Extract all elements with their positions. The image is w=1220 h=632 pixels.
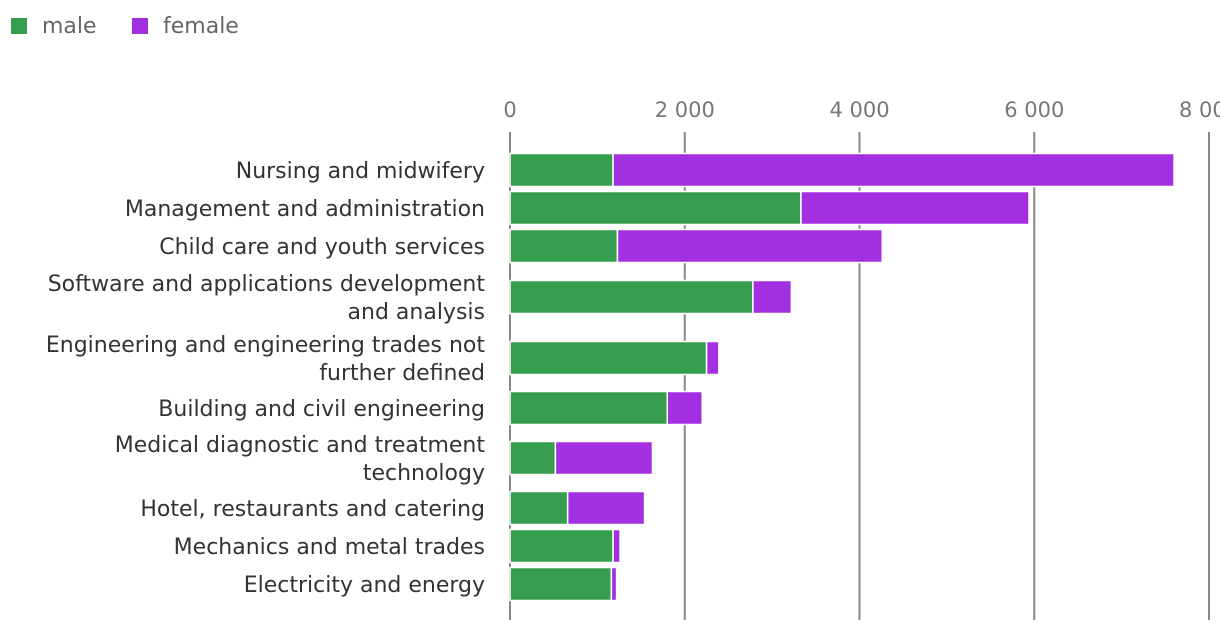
bar-female[interactable] bbox=[705, 340, 720, 376]
category-label-line: Child care and youth services bbox=[159, 235, 485, 260]
category-label: Engineering and engineering trades not fu… bbox=[46, 333, 486, 386]
category-label: Child care and youth services bbox=[159, 235, 485, 260]
bar-female[interactable] bbox=[612, 528, 621, 564]
bar-male[interactable] bbox=[509, 152, 614, 188]
category-label: Building and civil engineering bbox=[158, 397, 485, 422]
category-label-line: Mechanics and metal trades bbox=[174, 535, 485, 560]
bar-female[interactable] bbox=[752, 279, 793, 315]
bar-male[interactable] bbox=[509, 279, 754, 315]
category-label-line: Electricity and energy bbox=[244, 573, 485, 598]
category-label: Mechanics and metal trades bbox=[174, 535, 485, 560]
bar-male[interactable] bbox=[509, 440, 557, 476]
category-label-line: Hotel, restaurants and catering bbox=[140, 497, 485, 522]
x-tick-label: 6 000 bbox=[1004, 98, 1064, 122]
category-label: Hotel, restaurants and catering bbox=[140, 497, 485, 522]
legend-swatch-female bbox=[132, 18, 148, 34]
category-label: Software and applications development and… bbox=[48, 272, 486, 325]
category-labels: Nursing and midwifery Management and admi… bbox=[46, 159, 486, 598]
bar-male[interactable] bbox=[509, 490, 569, 526]
category-label-line: Nursing and midwifery bbox=[236, 159, 485, 184]
bar-male[interactable] bbox=[509, 340, 708, 376]
bar-female[interactable] bbox=[800, 190, 1030, 226]
bars bbox=[509, 152, 1175, 602]
bar-male[interactable] bbox=[509, 566, 613, 602]
x-tick-label: 4 000 bbox=[829, 98, 889, 122]
x-tick-label: 8 000 bbox=[1179, 98, 1220, 122]
category-label: Management and administration bbox=[125, 197, 485, 222]
legend: male female bbox=[11, 14, 239, 39]
legend-label-male: male bbox=[42, 14, 97, 39]
bar-female[interactable] bbox=[554, 440, 654, 476]
legend-label-female: female bbox=[163, 14, 239, 39]
legend-item-female[interactable]: female bbox=[132, 14, 239, 39]
category-label: Electricity and energy bbox=[244, 573, 485, 598]
bar-female[interactable] bbox=[616, 228, 883, 264]
bar-male[interactable] bbox=[509, 190, 802, 226]
x-axis-ticks: 0 2 000 4 000 6 000 8 000 bbox=[503, 98, 1220, 122]
legend-swatch-male bbox=[11, 18, 27, 34]
bar-male[interactable] bbox=[509, 390, 669, 426]
category-label-line: and analysis bbox=[348, 300, 485, 325]
category-label-line: Building and civil engineering bbox=[158, 397, 485, 422]
category-label-line: Software and applications development bbox=[48, 272, 486, 297]
bar-female[interactable] bbox=[610, 566, 618, 602]
bar-male[interactable] bbox=[509, 528, 614, 564]
category-label-line: Management and administration bbox=[125, 197, 485, 222]
bar-female[interactable] bbox=[666, 390, 703, 426]
category-label: Medical diagnostic and treatment technolo… bbox=[115, 433, 486, 486]
category-label-line: further defined bbox=[319, 361, 485, 386]
category-label: Nursing and midwifery bbox=[236, 159, 485, 184]
legend-item-male[interactable]: male bbox=[11, 14, 97, 39]
category-label-line: technology bbox=[363, 461, 485, 486]
bar-female[interactable] bbox=[566, 490, 646, 526]
x-tick-label: 0 bbox=[503, 98, 516, 122]
category-label-line: Engineering and engineering trades not bbox=[46, 333, 486, 358]
category-label-line: Medical diagnostic and treatment bbox=[115, 433, 486, 458]
bar-male[interactable] bbox=[509, 228, 619, 264]
bar-female[interactable] bbox=[612, 152, 1175, 188]
x-tick-label: 2 000 bbox=[655, 98, 715, 122]
